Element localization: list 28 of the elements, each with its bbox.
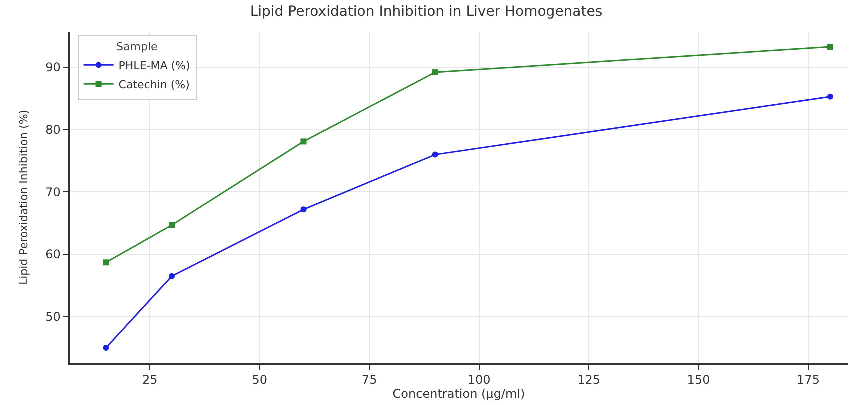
- point: [300, 206, 307, 213]
- point: [103, 260, 110, 266]
- x-tick-label: 75: [362, 373, 378, 388]
- point: [300, 138, 307, 145]
- y-tick-label: 50: [46, 310, 61, 324]
- y-tick-label: 80: [46, 123, 61, 138]
- x-tick-label: 125: [578, 373, 600, 388]
- y-tick-label: 70: [46, 185, 61, 200]
- x-tick-label: 25: [142, 373, 158, 388]
- x-tick-label: 175: [797, 373, 820, 388]
- x-tick-label: 50: [252, 373, 268, 388]
- legend-title: Sample: [116, 40, 158, 54]
- legend-label: PHLE-MA (%): [118, 59, 190, 72]
- x-tick-label: 100: [468, 373, 491, 388]
- y-tick-label: 60: [46, 248, 61, 262]
- x-axis-title: Concentration (μg/ml): [392, 387, 526, 402]
- x-tick-label: 150: [687, 373, 710, 388]
- point: [432, 152, 438, 158]
- chart-title: Lipid Peroxidation Inhibition in Liver Homogenates: [250, 4, 603, 20]
- y-axis-title: Lipid Peroxidation Inhibition (%): [18, 110, 31, 286]
- point: [827, 44, 834, 50]
- point: [103, 345, 110, 352]
- point: [432, 70, 438, 76]
- point: [169, 222, 176, 228]
- point: [169, 273, 176, 280]
- point: [827, 94, 834, 100]
- y-tick-label: 90: [46, 60, 61, 75]
- legend-label: Catechin (%): [118, 78, 190, 92]
